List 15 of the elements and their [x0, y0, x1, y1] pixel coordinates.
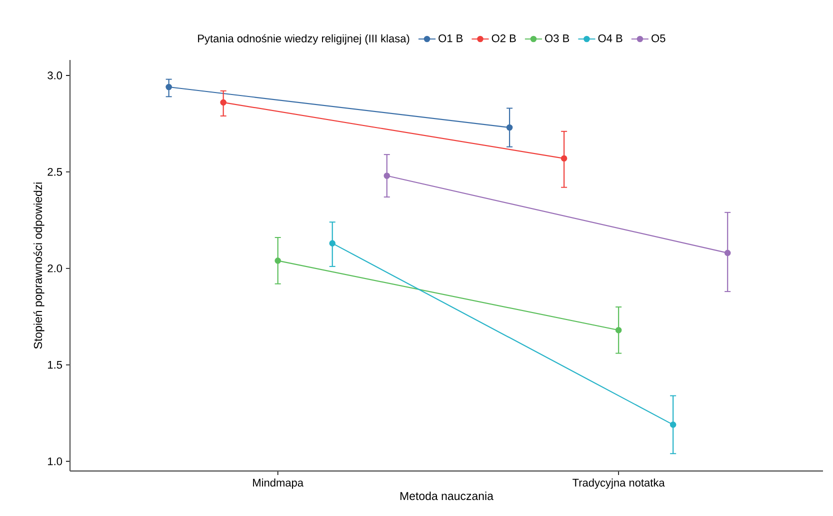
legend-label: O1 B — [438, 34, 463, 42]
y-tick-label: 1.5 — [48, 361, 62, 369]
x-tick-label: Mindmapa — [253, 478, 304, 489]
legend-title: Pytania odnośnie wiedzy religijnej (III klasa) — [198, 34, 410, 45]
y-tick-label: 2.0 — [48, 264, 62, 272]
x-axis-title: Metoda nauczania — [400, 492, 494, 500]
y-axis-title: Stopień poprawności odpowiedzi — [33, 182, 44, 349]
y-tick-label: 1.0 — [48, 457, 62, 466]
legend-label: O3 B — [545, 34, 570, 42]
legend-label: O5 — [652, 34, 666, 42]
legend-label: O4 B — [598, 34, 622, 42]
y-tick-label: 2.5 — [48, 168, 62, 176]
x-tick-label: Tradycyjna notatka — [572, 478, 665, 489]
y-tick-label: 3.0 — [48, 72, 62, 80]
legend-label: O2 B — [492, 34, 516, 42]
